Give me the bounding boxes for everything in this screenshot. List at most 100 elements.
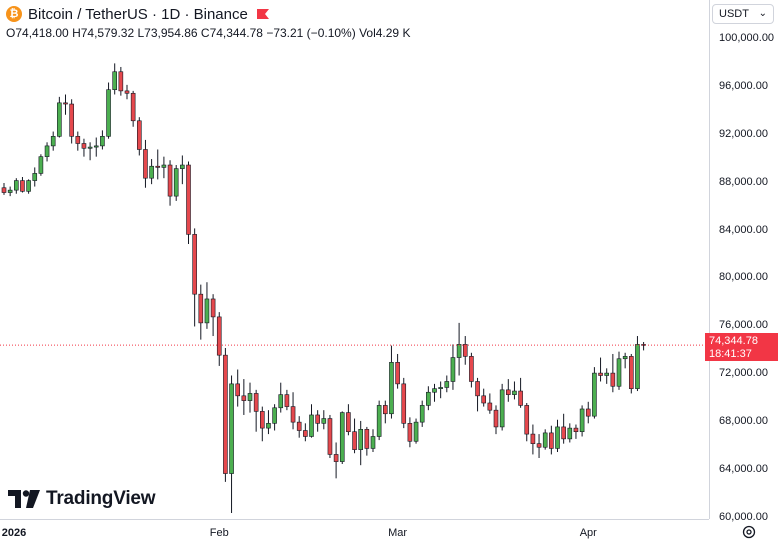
candle-body-up — [499, 389, 505, 428]
gear-icon[interactable] — [741, 524, 757, 540]
candle-body-down — [475, 381, 480, 397]
candle — [204, 282, 210, 329]
candle-body-up — [32, 173, 38, 181]
candle — [512, 381, 517, 400]
flag-icon[interactable] — [256, 8, 270, 20]
candle-body-down — [186, 164, 191, 235]
candle — [444, 375, 450, 393]
candle — [259, 406, 265, 442]
candle-body-down — [573, 427, 579, 433]
candle — [26, 179, 31, 194]
candle — [247, 382, 253, 413]
price-tick-label: 60,000.00 — [719, 510, 768, 523]
candle — [149, 159, 154, 185]
candle — [339, 411, 345, 464]
candle-body-down — [628, 356, 634, 389]
symbol-title[interactable]: Bitcoin / TetherUS · 1D · Binance — [28, 5, 248, 23]
candle-body-down — [303, 430, 308, 437]
candle-body-down — [124, 90, 130, 94]
candle-body-up — [616, 358, 622, 387]
candle-body-down — [235, 383, 240, 397]
candle-body-up — [376, 405, 382, 437]
candle-body-down — [352, 431, 357, 450]
candle — [106, 82, 111, 139]
price-tick-label: 72,000.00 — [719, 367, 768, 380]
candle — [616, 351, 622, 390]
candlestick-chart[interactable] — [0, 0, 709, 519]
candle — [542, 429, 548, 450]
candle — [592, 367, 597, 419]
price-tick-label: 92,000.00 — [719, 127, 768, 140]
time-tick-label: Mar — [388, 527, 408, 539]
time-tick-label: Apr — [579, 527, 597, 539]
candle — [567, 423, 573, 443]
candle — [75, 131, 81, 151]
candle — [161, 156, 167, 179]
candle — [598, 357, 603, 382]
candle — [389, 345, 394, 419]
price-tick-label: 100,000.00 — [719, 32, 775, 45]
candle-body-up — [161, 164, 167, 168]
candle-body-down — [481, 395, 487, 404]
candle-body-up — [26, 180, 31, 192]
tradingview-logo[interactable]: TradingView — [8, 487, 156, 511]
ohlc-legend: O74,418.00 H74,579.32 L73,954.86 C74,344… — [6, 26, 410, 40]
candle — [395, 353, 400, 389]
candle-body-down — [346, 412, 351, 433]
chart-header: ₿ Bitcoin / TetherUS · 1D · Binance O74,… — [0, 0, 700, 46]
candle-body-up — [512, 390, 517, 395]
candle-body-down — [198, 293, 204, 324]
symbol-title-row[interactable]: ₿ Bitcoin / TetherUS · 1D · Binance — [6, 4, 270, 24]
candle-body-up — [7, 189, 13, 193]
candle-body-up — [321, 418, 327, 424]
candle — [63, 94, 68, 115]
volume-value: 4.29 K — [375, 26, 411, 40]
bar-countdown: 18:41:37 — [709, 348, 752, 360]
candle — [426, 386, 431, 411]
candle — [610, 353, 616, 393]
candle-body-up — [438, 387, 443, 389]
last-price-tag: 74,344.78 18:41:37 — [705, 333, 778, 361]
candle-body-down — [407, 423, 413, 442]
time-axis[interactable] — [0, 519, 709, 542]
candle-body-down — [610, 372, 616, 387]
price-axis[interactable] — [709, 0, 778, 519]
candle-body-down — [524, 405, 530, 435]
candle-body-down — [20, 180, 25, 192]
candle-body-up — [204, 298, 210, 324]
chevron-down-icon: ⌄ — [758, 8, 767, 19]
candle — [438, 381, 443, 399]
candle — [81, 138, 87, 157]
candle-body-up — [432, 388, 437, 393]
candle — [333, 442, 339, 479]
currency-label: USDT — [719, 8, 749, 20]
candle-body-down — [530, 433, 536, 444]
price-tick-label: 80,000.00 — [719, 271, 768, 284]
candle-body-up — [389, 362, 394, 415]
candle-body-up — [50, 136, 56, 147]
candle-body-down — [462, 344, 468, 357]
candle-body-up — [542, 432, 548, 448]
candle-body-up — [112, 71, 117, 90]
candle-body-down — [137, 120, 142, 150]
candle-body-up — [180, 164, 185, 169]
candle-body-up — [635, 344, 640, 389]
candle-body-down — [549, 432, 554, 449]
candle-body-down — [536, 443, 542, 448]
candle — [50, 131, 56, 151]
candle-body-down — [130, 92, 136, 122]
price-tick-label: 64,000.00 — [719, 462, 768, 475]
candle — [370, 429, 376, 453]
candle — [376, 400, 382, 441]
currency-selector[interactable]: USDT ⌄ — [712, 4, 774, 24]
candle — [112, 63, 117, 95]
candle — [524, 403, 530, 442]
candle-body-down — [598, 372, 603, 376]
high-label: H — [72, 26, 81, 40]
candle — [192, 228, 197, 327]
candle — [487, 393, 493, 414]
candle-body-down — [561, 426, 566, 440]
candle — [241, 379, 247, 415]
candle — [118, 66, 124, 96]
candle — [303, 423, 308, 442]
